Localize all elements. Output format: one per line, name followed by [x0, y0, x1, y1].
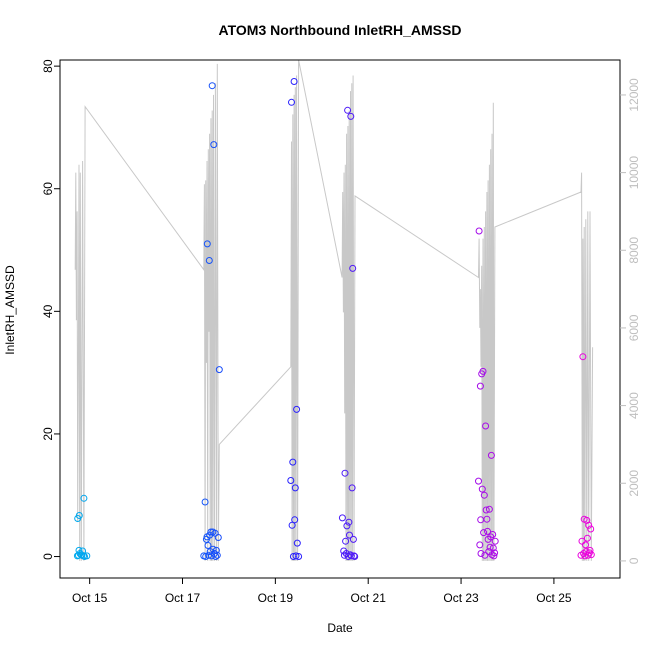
data-point [209, 545, 217, 553]
x-tick-label: Oct 19 [258, 591, 294, 605]
plot-area: 0 20 40 60 80 0 2000 4000 6000 8000 10000 12000 Oct … [41, 59, 641, 605]
data-point [485, 505, 493, 513]
data-point [475, 227, 483, 235]
data-point [344, 106, 352, 114]
data-point [491, 549, 499, 557]
data-point [587, 525, 595, 533]
data-point [482, 506, 490, 514]
x-tick-label: Oct 15 [72, 591, 108, 605]
y-tick-label: 60 [41, 182, 55, 196]
y2-tick-label: 4000 [627, 392, 641, 419]
data-point [292, 552, 300, 560]
data-point [346, 551, 354, 559]
data-point [480, 491, 488, 499]
data-point [578, 537, 586, 545]
data-point [582, 541, 589, 549]
data-point [349, 535, 357, 543]
data-point [478, 485, 486, 493]
data-point [289, 553, 297, 560]
series-line [74, 59, 594, 561]
data-point [475, 477, 482, 485]
data-point [489, 531, 497, 538]
data-point [342, 537, 350, 545]
data-point [351, 553, 359, 560]
x-axis-label: Date [327, 621, 353, 635]
data-point [288, 98, 295, 106]
data-point [80, 494, 88, 502]
data-point [290, 78, 298, 85]
y2-tick-label: 12000 [627, 78, 641, 112]
data-point [476, 382, 484, 390]
x-tick-label: Oct 25 [536, 591, 572, 605]
data-point [75, 512, 83, 519]
data-point [293, 539, 301, 547]
data-point [204, 542, 212, 549]
chart-title: ATOM3 Northbound InletRH_AMSSD [219, 22, 462, 38]
y-axis-label: InletRH_AMSSD [3, 265, 17, 355]
data-point [287, 477, 295, 484]
data-point [347, 552, 355, 560]
data-point [83, 552, 91, 560]
y-tick-label: 80 [41, 59, 55, 73]
data-point [487, 451, 495, 459]
y-tick-label: 0 [41, 553, 55, 560]
data-point [477, 550, 485, 557]
data-point [490, 552, 498, 560]
data-point [582, 548, 590, 556]
data-point [343, 522, 351, 530]
data-point [491, 537, 499, 545]
data-point [201, 498, 209, 506]
data-point [585, 521, 593, 529]
data-point [338, 514, 346, 522]
data-point [215, 366, 223, 374]
x-tick-label: Oct 21 [351, 591, 387, 605]
data-point [480, 529, 488, 537]
data-point [213, 551, 221, 559]
y2-tick-label: 0 [627, 557, 641, 564]
data-point [486, 543, 494, 551]
data-point [289, 458, 297, 466]
data-point [347, 112, 355, 120]
data-point [489, 544, 497, 552]
data-point [288, 521, 296, 529]
x-tick-label: Oct 17 [165, 591, 201, 605]
data-point [482, 422, 490, 430]
y2-tick-label: 8000 [627, 237, 641, 264]
data-point [341, 469, 349, 477]
data-point [484, 527, 491, 535]
data-point [483, 515, 491, 523]
data-point [481, 551, 489, 559]
data-point [346, 531, 353, 539]
data-point [207, 528, 215, 536]
data-point [293, 405, 301, 413]
data-point [291, 484, 299, 492]
data-point [214, 534, 222, 541]
y2-tick-label: 2000 [627, 470, 641, 497]
data-point [349, 264, 357, 272]
x-tick-label: Oct 23 [443, 591, 479, 605]
y-tick-label: 40 [41, 304, 55, 318]
data-point [345, 518, 353, 526]
data-point [210, 141, 218, 149]
data-point [586, 546, 594, 554]
data-point [350, 552, 358, 560]
y2-tick-label: 10000 [627, 156, 641, 190]
y-tick-label: 20 [41, 427, 55, 441]
plot-frame [59, 59, 621, 579]
data-point [587, 551, 595, 559]
data-point [476, 541, 484, 549]
data-point [295, 553, 303, 560]
data-point [212, 546, 220, 554]
data-point [348, 484, 356, 492]
data-point [579, 353, 587, 361]
data-point [208, 82, 216, 90]
y2-tick-label: 6000 [627, 314, 641, 341]
data-point [203, 240, 211, 248]
data-point [583, 534, 591, 542]
data-point [291, 516, 299, 524]
data-point [205, 257, 213, 264]
data-point [479, 367, 487, 375]
